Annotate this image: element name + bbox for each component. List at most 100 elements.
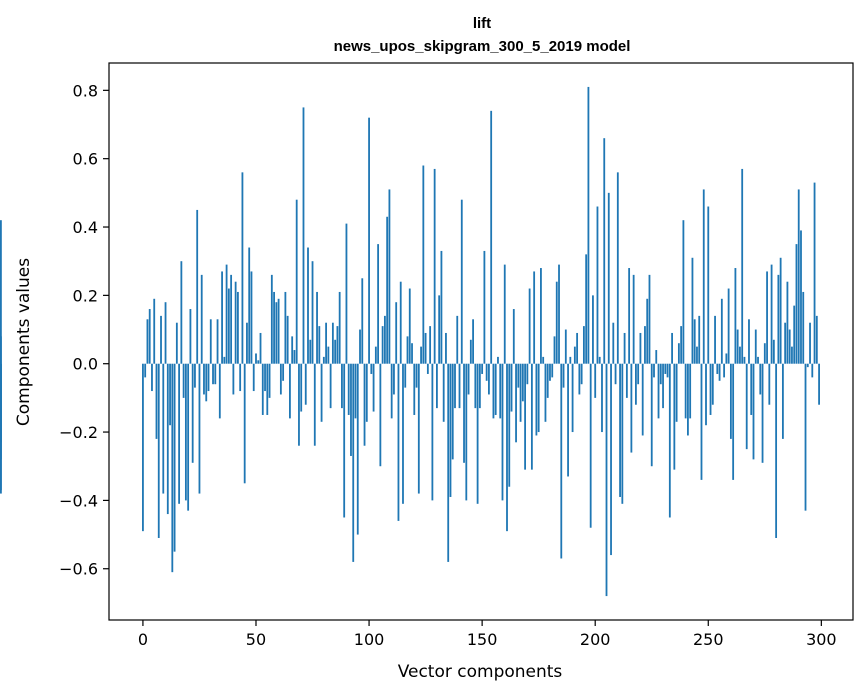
bar (603, 138, 606, 364)
bar (318, 326, 321, 364)
bar (460, 199, 463, 364)
bar (530, 363, 533, 470)
bar (499, 363, 502, 419)
bar (488, 363, 490, 395)
bar (390, 363, 393, 419)
bar (732, 363, 735, 480)
bar (490, 110, 493, 364)
bar (169, 363, 171, 426)
bar (521, 363, 524, 402)
bar (727, 288, 730, 364)
bar (700, 363, 703, 480)
bar (354, 363, 357, 419)
bar (370, 363, 373, 374)
bar (153, 298, 156, 364)
bar (779, 257, 782, 364)
bar (142, 363, 144, 532)
bar (542, 356, 545, 364)
bar (420, 346, 422, 364)
bar (198, 363, 201, 494)
y-tick-label: −0.4 (59, 491, 98, 510)
bar (635, 363, 637, 405)
bar (533, 271, 536, 364)
bar (429, 326, 432, 364)
bar (0, 336, 2, 364)
bar (248, 247, 251, 364)
bar (786, 281, 789, 364)
bar (456, 315, 459, 364)
bar (625, 363, 628, 398)
bar (725, 353, 728, 364)
bar (363, 363, 366, 446)
bar (338, 291, 341, 364)
bar (372, 363, 375, 412)
bar (524, 363, 526, 470)
bar (246, 322, 248, 364)
bar (743, 356, 746, 364)
bar (754, 329, 757, 364)
x-tick-label: 250 (693, 630, 724, 649)
bar (478, 363, 481, 409)
bar (718, 363, 721, 381)
x-tick-label: 100 (354, 630, 385, 649)
y-tick-label: 0.8 (73, 81, 98, 100)
bar (438, 295, 441, 364)
bar (148, 309, 151, 364)
bar (720, 298, 723, 364)
bar (273, 291, 275, 364)
bar (191, 363, 194, 463)
bar (311, 261, 314, 364)
bar (451, 363, 454, 460)
bar (356, 363, 359, 535)
bar (291, 336, 294, 364)
bar (657, 363, 660, 419)
bar (415, 363, 418, 388)
bar (277, 298, 280, 364)
bar (160, 315, 162, 364)
bar (711, 363, 714, 405)
bar (759, 363, 762, 395)
bar (630, 363, 633, 453)
bar (763, 343, 766, 364)
bar (343, 363, 346, 518)
bar (307, 247, 309, 364)
bar (777, 274, 780, 364)
bar (232, 363, 235, 395)
bar (402, 363, 404, 504)
bar (212, 363, 214, 385)
bar (503, 264, 506, 364)
bar (207, 363, 210, 392)
bar (417, 363, 420, 494)
bar (270, 274, 273, 364)
bar (200, 274, 203, 364)
bar (322, 356, 325, 364)
bar (393, 363, 395, 395)
bar (239, 363, 242, 392)
y-tick-label: −0.6 (59, 560, 98, 579)
bar (582, 326, 585, 364)
bar (431, 363, 434, 501)
bar (227, 288, 230, 364)
bar (673, 363, 676, 470)
bar (594, 363, 597, 398)
bar (526, 363, 529, 385)
bar (628, 268, 631, 364)
bar (194, 363, 196, 388)
bar (729, 363, 732, 439)
bar (352, 363, 355, 562)
bar (316, 291, 318, 364)
bar (741, 168, 744, 364)
bar (709, 363, 712, 415)
bar (282, 363, 285, 381)
bar (266, 363, 269, 415)
bar (757, 356, 759, 364)
bar (492, 363, 495, 419)
bar (298, 363, 300, 446)
bar (250, 271, 253, 364)
bar (784, 322, 787, 364)
bar (567, 363, 569, 477)
bar (365, 363, 368, 422)
bar (331, 322, 334, 364)
bar (383, 315, 386, 364)
bar (815, 315, 818, 364)
